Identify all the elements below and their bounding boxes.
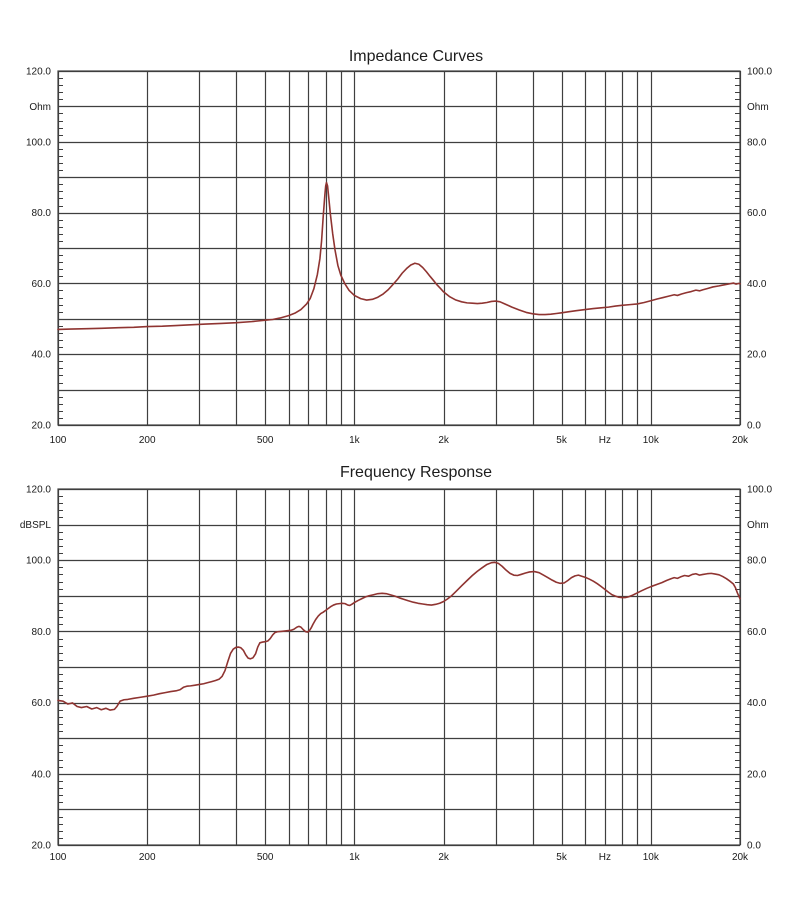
- x-axis-tick-label: 500: [257, 852, 274, 863]
- x-axis-tick-label: 10k: [643, 435, 660, 446]
- y-axis-left-tick-label: 100.0: [26, 556, 51, 567]
- x-axis-tick-label: 200: [139, 435, 156, 446]
- y-axis-right-tick-label: 80.0: [747, 556, 767, 567]
- x-axis-tick-label: 10k: [643, 852, 660, 863]
- y-axis-left-tick-label: 60.0: [32, 279, 52, 290]
- y-axis-right-tick-label: 60.0: [747, 208, 767, 219]
- y-axis-right-tick-label: Ohm: [747, 102, 769, 113]
- x-axis-tick-label: 100: [50, 852, 67, 863]
- impedance-chart-title: Impedance Curves: [349, 48, 483, 65]
- x-axis-tick-label: 500: [257, 435, 274, 446]
- y-axis-left-tick-label: 20.0: [32, 421, 52, 432]
- frequency-response-chart: Frequency Response 120.0 dBSPL 100.0 80.0 60…: [20, 464, 773, 864]
- y-axis-left-tick-label: 120.0: [26, 67, 51, 78]
- x-axis-tick-label: Hz: [599, 852, 611, 863]
- y-axis-left-tick-label: dBSPL: [20, 520, 52, 531]
- y-axis-left-tick-label: 80.0: [32, 627, 52, 638]
- x-axis-tick-label: 2k: [438, 852, 450, 863]
- x-axis-tick-label: 1k: [349, 852, 361, 863]
- y-axis-right-tick-label: 80.0: [747, 137, 767, 148]
- frequency-response-plot-area: 120.0 dBSPL 100.0 80.0 60.0 40.0 20.0 100.0 Ohm 8…: [20, 485, 773, 864]
- impedance-curve: [57, 181, 741, 331]
- x-axis-tick-label: 5k: [556, 852, 568, 863]
- y-axis-right-tick-label: 60.0: [747, 627, 767, 638]
- y-axis-right-tick-label: 20.0: [747, 769, 767, 780]
- x-axis-tick-label: Hz: [599, 435, 611, 446]
- x-axis-tick-label: 5k: [556, 435, 568, 446]
- y-axis-right-tick-label: 40.0: [747, 698, 767, 709]
- impedance-chart: Impedance Curves 120.0 Ohm 100.0 80.0 60.0 40…: [26, 48, 772, 447]
- frequency-response-chart-title: Frequency Response: [340, 464, 492, 481]
- y-axis-right-tick-label: 100.0: [747, 67, 772, 78]
- y-axis-right-tick-label: 20.0: [747, 350, 767, 361]
- x-axis-tick-label: 20k: [732, 852, 749, 863]
- y-axis-left-tick-label: 100.0: [26, 137, 51, 148]
- y-axis-left-tick-label: Ohm: [29, 102, 51, 113]
- y-axis-right-tick-label: Ohm: [747, 520, 769, 531]
- y-axis-right-tick-label: 100.0: [747, 485, 772, 496]
- y-axis-left-tick-label: 120.0: [26, 485, 51, 496]
- y-axis-left-tick-label: 40.0: [32, 769, 52, 780]
- impedance-plot-area: 120.0 Ohm 100.0 80.0 60.0 40.0 20.0 100.0 Ohm 80.…: [26, 67, 772, 447]
- plot-border: [57, 488, 741, 846]
- x-axis-tick-label: 100: [50, 435, 67, 446]
- y-axis-left-tick-label: 20.0: [32, 841, 52, 852]
- spl-curve: [57, 561, 741, 711]
- x-axis-tick-label: 20k: [732, 435, 749, 446]
- y-axis-left-tick-label: 60.0: [32, 698, 52, 709]
- y-axis-left-tick-label: 40.0: [32, 350, 52, 361]
- y-axis-right-tick-label: 40.0: [747, 279, 767, 290]
- x-axis-tick-label: 2k: [438, 435, 450, 446]
- y-axis-left-tick-label: 80.0: [32, 208, 52, 219]
- plot-border: [57, 70, 741, 426]
- y-axis-right-tick-label: 0.0: [747, 421, 761, 432]
- x-axis-tick-label: 200: [139, 852, 156, 863]
- y-axis-right-tick-label: 0.0: [747, 841, 761, 852]
- x-axis-tick-label: 1k: [349, 435, 361, 446]
